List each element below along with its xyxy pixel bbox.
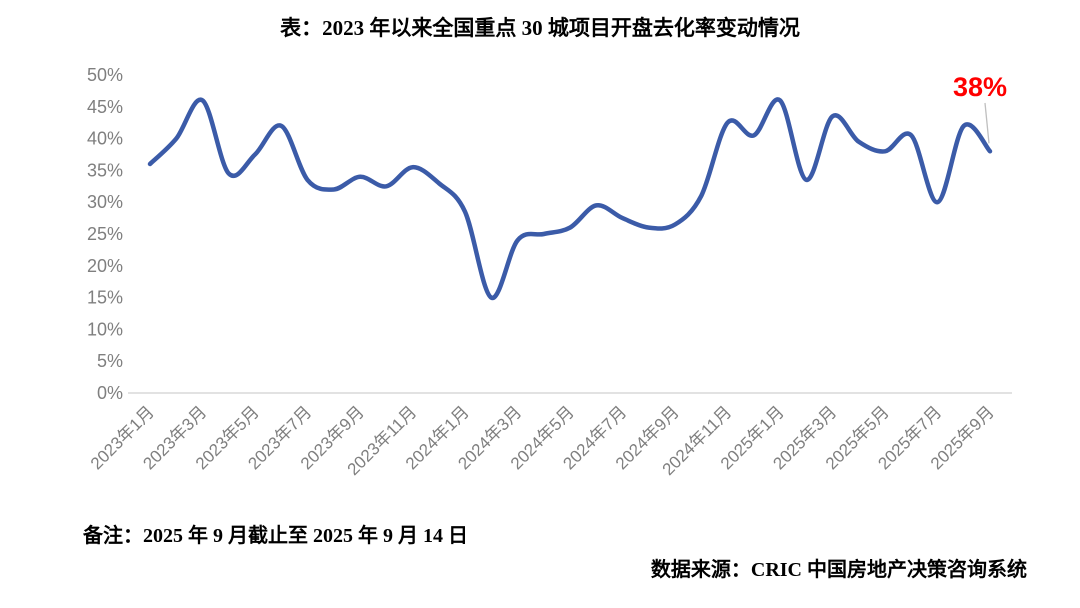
y-axis-label: 45%	[87, 97, 123, 117]
footnote: 备注：2025 年 9 月截止至 2025 年 9 月 14 日	[83, 525, 468, 547]
y-axis-label: 5%	[97, 351, 123, 371]
chart-title: 表：2023 年以来全国重点 30 城项目开盘去化率变动情况	[280, 16, 800, 40]
data-source: 数据来源：CRIC 中国房地产决策咨询系统	[650, 559, 1027, 581]
y-axis-label: 30%	[87, 192, 123, 212]
y-axis-label: 50%	[87, 65, 123, 85]
y-axis-label: 10%	[87, 319, 123, 339]
y-axis-label: 20%	[87, 256, 123, 276]
y-axis-label: 25%	[87, 224, 123, 244]
series-line	[147, 97, 993, 300]
y-axis-label: 15%	[87, 288, 123, 308]
y-axis-label: 40%	[87, 129, 123, 149]
last-value-annotation: 38%	[953, 72, 1007, 102]
y-axis-label: 0%	[97, 383, 123, 403]
line-chart: 0%5%10%15%20%25%30%35%40%45%50%2023年1月20…	[87, 65, 1012, 479]
annotation-connector	[984, 102, 990, 144]
y-axis-label: 35%	[87, 160, 123, 180]
